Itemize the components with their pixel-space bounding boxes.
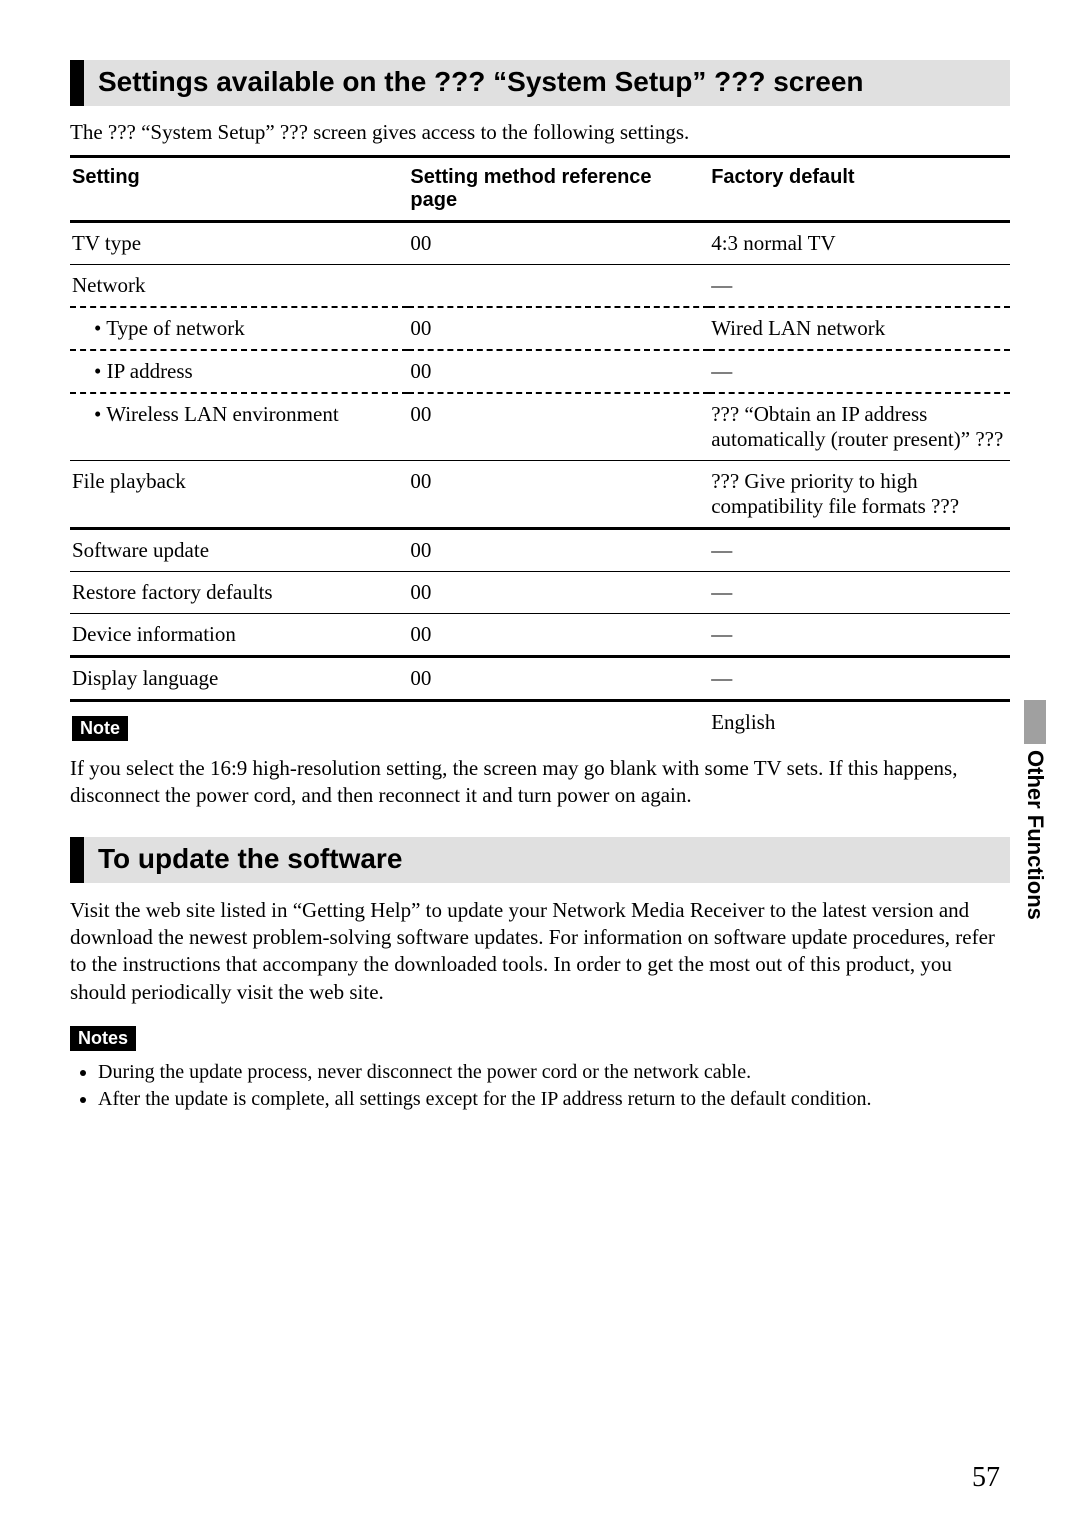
cell-setting: Display language [70, 657, 408, 701]
cell-default: ??? “Obtain an IP address automatically … [709, 393, 1010, 461]
cell-method: 00 [408, 614, 709, 657]
cell-method: 00 [408, 529, 709, 572]
table-row: • Wireless LAN environment 00 ??? “Obtai… [70, 393, 1010, 461]
table-row: Software update 00 — [70, 529, 1010, 572]
list-item: During the update process, never disconn… [98, 1061, 1010, 1084]
cell-default: — [709, 657, 1010, 701]
cell-method: 00 [408, 393, 709, 461]
cell-setting: • IP address [70, 350, 408, 393]
table-header-default: Factory default [709, 157, 1010, 222]
note-badge: Note [72, 716, 128, 741]
cell-setting: File playback [70, 461, 408, 529]
update-paragraph: Visit the web site listed in “Getting He… [70, 897, 1010, 1006]
cell-default: — [709, 265, 1010, 308]
cell-default: 4:3 normal TV [709, 222, 1010, 265]
notes-list: During the update process, never disconn… [70, 1061, 1010, 1111]
section-heading-system-setup: Settings available on the ??? “System Se… [70, 60, 1010, 106]
table-header-row: Setting Setting method reference page Fa… [70, 157, 1010, 222]
note-text: If you select the 16:9 high-resolution s… [70, 755, 1010, 809]
cell-method: 00 [408, 350, 709, 393]
cell-method: 00 [408, 222, 709, 265]
cell-setting: Device information [70, 614, 408, 657]
notes-badge: Notes [70, 1026, 136, 1051]
section-heading-update-software: To update the software [70, 837, 1010, 883]
cell-default: — [709, 614, 1010, 657]
cell-setting: Network [70, 265, 408, 308]
table-row: Device information 00 — [70, 614, 1010, 657]
cell-setting: Software update [70, 529, 408, 572]
cell-method: 00 [408, 307, 709, 350]
side-tab-marker [1024, 700, 1046, 744]
cell-default: — [709, 529, 1010, 572]
table-row: Restore factory defaults 00 — [70, 572, 1010, 614]
table-row: • IP address 00 — [70, 350, 1010, 393]
settings-table: Setting Setting method reference page Fa… [70, 155, 1010, 755]
cell-method: 00 [408, 657, 709, 701]
cell-default: Wired LAN network [709, 307, 1010, 350]
side-tab: Other Functions [1022, 700, 1048, 920]
table-row: File playback 00 ??? Give priority to hi… [70, 461, 1010, 529]
cell-default: — [709, 572, 1010, 614]
section-intro-text: The ??? “System Setup” ??? screen gives … [70, 120, 1010, 145]
table-row: Note English [70, 701, 1010, 756]
cell-setting: TV type [70, 222, 408, 265]
cell-default: ??? Give priority to high compatibility … [709, 461, 1010, 529]
page-number: 57 [972, 1462, 1000, 1494]
cell-setting: Restore factory defaults [70, 572, 408, 614]
table-row: • Type of network 00 Wired LAN network [70, 307, 1010, 350]
cell-default: — [709, 350, 1010, 393]
list-item: After the update is complete, all settin… [98, 1088, 1010, 1111]
table-row: TV type 00 4:3 normal TV [70, 222, 1010, 265]
manual-page: Settings available on the ??? “System Se… [0, 0, 1080, 1534]
table-header-method: Setting method reference page [408, 157, 709, 222]
cell-default: English [709, 701, 1010, 756]
table-row: Display language 00 — [70, 657, 1010, 701]
table-row: Network — [70, 265, 1010, 308]
side-tab-label: Other Functions [1022, 750, 1048, 920]
cell-setting: • Type of network [70, 307, 408, 350]
cell-method: 00 [408, 572, 709, 614]
cell-method [408, 701, 709, 756]
cell-setting: • Wireless LAN environment [70, 393, 408, 461]
table-header-setting: Setting [70, 157, 408, 222]
cell-method: 00 [408, 461, 709, 529]
cell-method [408, 265, 709, 308]
cell-setting: Note [70, 701, 408, 756]
